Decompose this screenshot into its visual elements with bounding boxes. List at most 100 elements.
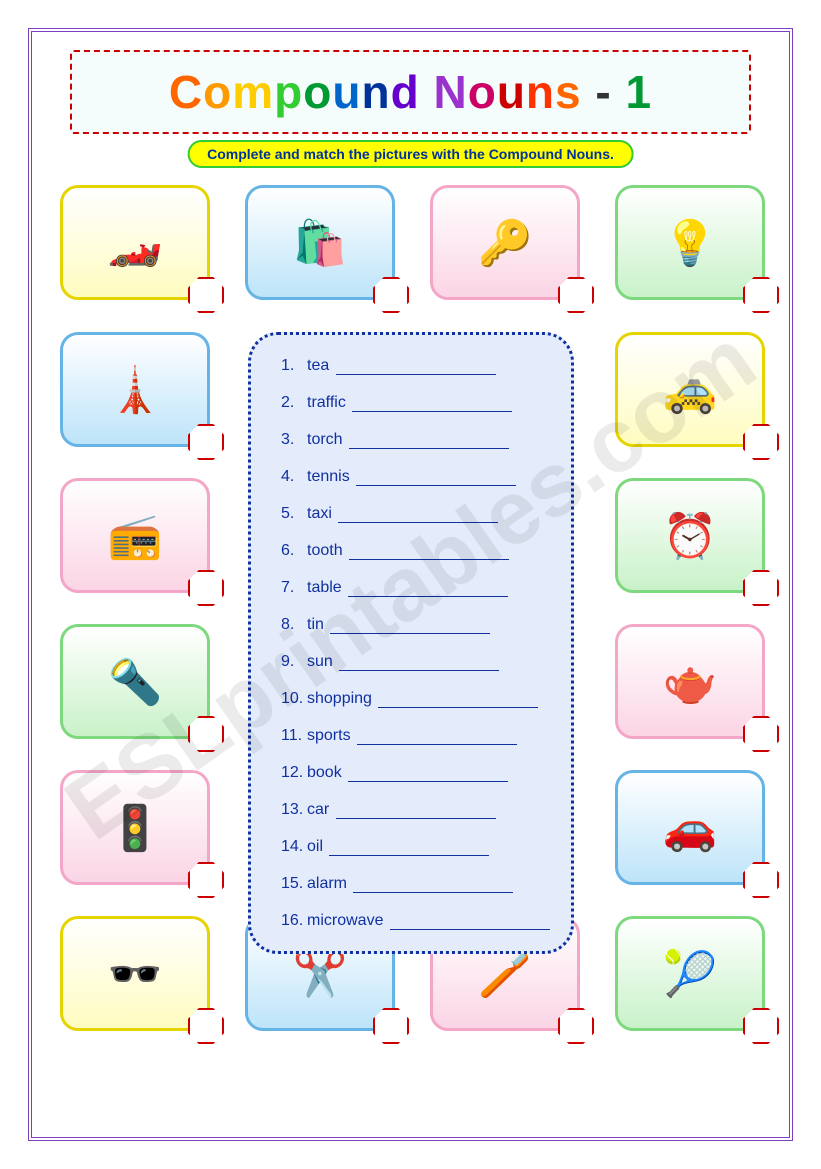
item-word: shopping [307, 690, 376, 707]
teapot-icon: 🫖 [663, 656, 718, 708]
blank-line[interactable] [352, 411, 512, 412]
blank-line[interactable] [339, 670, 499, 671]
list-item: 14.oil [281, 838, 551, 856]
picture-card-torch-light[interactable]: 🔦 [60, 624, 210, 739]
blank-line[interactable] [338, 522, 498, 523]
answer-octagon[interactable] [188, 570, 224, 606]
item-number: 8. [281, 616, 307, 634]
picture-card-traffic-light[interactable]: 🚦 [60, 770, 210, 885]
blank-line[interactable] [353, 892, 513, 893]
blank-line[interactable] [329, 855, 489, 856]
item-word: sports [307, 727, 355, 744]
answer-octagon[interactable] [743, 716, 779, 752]
traffic-jam-icon: 🚗 [663, 802, 718, 854]
list-item: 13.car [281, 801, 551, 819]
list-item: 15.alarm [281, 875, 551, 893]
item-word: sun [307, 653, 337, 670]
item-word: tennis [307, 468, 354, 485]
picture-card-traffic-jam[interactable]: 🚗 [615, 770, 765, 885]
blank-line[interactable] [348, 596, 508, 597]
answer-octagon[interactable] [743, 862, 779, 898]
taxi-driver-icon: 🚕 [663, 364, 718, 416]
list-item: 12.book [281, 764, 551, 782]
blank-line[interactable] [390, 929, 550, 930]
picture-card-teapot[interactable]: 🫖 [615, 624, 765, 739]
list-item: 3.torch [281, 431, 551, 449]
item-word: torch [307, 431, 347, 448]
microwave-oven-icon: 📻 [108, 510, 163, 562]
answer-octagon[interactable] [558, 1008, 594, 1044]
blank-line[interactable] [378, 707, 538, 708]
blank-line[interactable] [348, 781, 508, 782]
list-item: 6.tooth [281, 542, 551, 560]
list-item: 5.taxi [281, 505, 551, 523]
picture-card-oil-tower[interactable]: 🗼 [60, 332, 210, 447]
item-word: taxi [307, 505, 336, 522]
item-number: 7. [281, 579, 307, 597]
tin-opener-icon: ✂️ [293, 948, 348, 1000]
answer-octagon[interactable] [188, 716, 224, 752]
instruction-pill: Complete and match the pictures with the… [187, 140, 634, 168]
answer-octagon[interactable] [188, 862, 224, 898]
list-item: 4.tennis [281, 468, 551, 486]
item-word: car [307, 801, 334, 818]
item-number: 15. [281, 875, 307, 893]
answer-octagon[interactable] [558, 277, 594, 313]
item-number: 3. [281, 431, 307, 449]
item-word: alarm [307, 875, 351, 892]
tennis-racket-icon: 🎾 [663, 948, 718, 1000]
item-word: traffic [307, 394, 350, 411]
word-list: 1.tea 2.traffic 3.torch 4.tennis 5.taxi … [281, 357, 551, 930]
picture-card-shopping-bag[interactable]: 🛍️ [245, 185, 395, 300]
blank-line[interactable] [349, 448, 509, 449]
item-word: book [307, 764, 346, 781]
picture-card-alarm-clock[interactable]: ⏰ [615, 478, 765, 593]
item-number: 11. [281, 727, 307, 745]
picture-card-taxi-driver[interactable]: 🚕 [615, 332, 765, 447]
list-item: 2.traffic [281, 394, 551, 412]
answer-octagon[interactable] [188, 1008, 224, 1044]
item-number: 12. [281, 764, 307, 782]
answer-octagon[interactable] [743, 277, 779, 313]
answer-octagon[interactable] [743, 424, 779, 460]
item-word: tin [307, 616, 328, 633]
blank-line[interactable] [330, 633, 490, 634]
picture-card-car-keys[interactable]: 🔑 [430, 185, 580, 300]
item-number: 6. [281, 542, 307, 560]
item-number: 1. [281, 357, 307, 375]
blank-line[interactable] [357, 744, 517, 745]
blank-line[interactable] [336, 374, 496, 375]
list-item: 8.tin [281, 616, 551, 634]
answer-octagon[interactable] [373, 1008, 409, 1044]
answer-octagon[interactable] [743, 1008, 779, 1044]
list-item: 10.shopping [281, 690, 551, 708]
answer-octagon[interactable] [743, 570, 779, 606]
item-number: 10. [281, 690, 307, 708]
picture-card-sunglasses[interactable]: 🕶️ [60, 916, 210, 1031]
torch-light-icon: 🔦 [108, 656, 163, 708]
alarm-clock-icon: ⏰ [663, 510, 718, 562]
title-box: Compound Nouns - 1 [70, 50, 751, 134]
item-number: 5. [281, 505, 307, 523]
table-lamp-icon: 💡 [663, 217, 718, 269]
oil-tower-icon: 🗼 [108, 364, 163, 416]
blank-line[interactable] [336, 818, 496, 819]
picture-card-sports-car[interactable]: 🏎️ [60, 185, 210, 300]
blank-line[interactable] [349, 559, 509, 560]
blank-line[interactable] [356, 485, 516, 486]
sunglasses-icon: 🕶️ [108, 948, 163, 1000]
item-number: 2. [281, 394, 307, 412]
picture-card-tennis-racket[interactable]: 🎾 [615, 916, 765, 1031]
list-item: 9.sun [281, 653, 551, 671]
title-text: Compound Nouns - 1 [169, 65, 652, 119]
picture-card-table-lamp[interactable]: 💡 [615, 185, 765, 300]
traffic-light-icon: 🚦 [108, 802, 163, 854]
sports-car-icon: 🏎️ [108, 217, 163, 269]
item-number: 9. [281, 653, 307, 671]
item-word: oil [307, 838, 327, 855]
item-word: tooth [307, 542, 347, 559]
shopping-bag-icon: 🛍️ [293, 217, 348, 269]
list-item: 16.microwave [281, 912, 551, 930]
list-item: 11.sports [281, 727, 551, 745]
picture-card-microwave-oven[interactable]: 📻 [60, 478, 210, 593]
